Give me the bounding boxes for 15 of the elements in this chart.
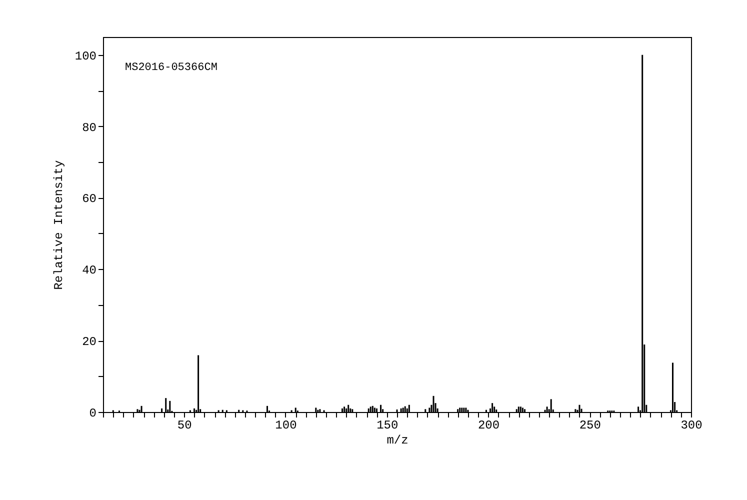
y-tick-label: 100	[74, 49, 96, 64]
y-tick-label: 40	[82, 264, 96, 278]
y-axis-title: Relative Intensity	[52, 160, 66, 290]
y-tick-label: 0	[89, 406, 96, 420]
y-tick-label: 20	[82, 335, 96, 350]
y-tick-label: 80	[82, 120, 96, 135]
x-tick-label: 300	[680, 418, 702, 432]
x-tick-label: 50	[177, 418, 192, 432]
y-tick-label: 60	[82, 192, 96, 206]
x-tick-label: 250	[579, 418, 601, 432]
x-tick-label: 200	[478, 418, 500, 432]
annotation: MS2016-05366CM	[125, 62, 218, 74]
x-tick-label: 150	[376, 418, 398, 432]
x-axis-title: m/z	[386, 434, 408, 448]
x-tick-label: 100	[275, 418, 297, 432]
